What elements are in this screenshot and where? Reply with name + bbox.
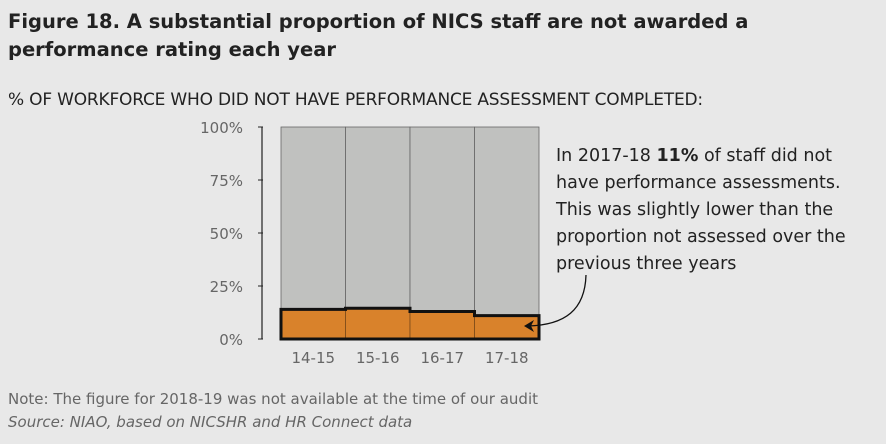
x-tick-label: 14-15	[291, 349, 335, 367]
x-tick-label: 17-18	[485, 349, 529, 367]
bar-remainder	[280, 126, 346, 310]
annotation-post: of staff did not have performance assess…	[556, 146, 846, 274]
y-tick-label: 25%	[210, 278, 243, 296]
x-tick-label: 15-16	[356, 349, 400, 367]
y-tick-label: 0%	[219, 331, 243, 349]
bar-remainder	[345, 126, 411, 309]
x-tick-label: 16-17	[420, 349, 464, 367]
annotation-arrow	[527, 274, 587, 327]
bar-remainder	[409, 126, 475, 312]
chart-subtitle: % OF WORKFORCE WHO DID NOT HAVE PERFORMA…	[8, 90, 703, 110]
y-tick-label: 75%	[210, 172, 243, 190]
value-outline	[279, 306, 541, 341]
bar-15-16	[345, 307, 411, 340]
annotation: In 2017-18 11% of staff did not have per…	[556, 143, 876, 278]
y-tick-label: 50%	[210, 225, 243, 243]
bar-14-15	[280, 308, 346, 340]
bar-remainder	[474, 126, 540, 317]
arrowhead-icon	[524, 320, 534, 332]
y-tick-label: 100%	[200, 119, 243, 137]
annotation-bold: 11%	[656, 146, 699, 166]
annotation-pre: In 2017-18	[556, 146, 657, 166]
note: Note: The figure for 2018-19 was not ava…	[8, 390, 538, 408]
chart-title: Figure 18. A substantial proportion of N…	[8, 10, 749, 61]
bar-16-17	[409, 311, 475, 340]
source: Source: NIAO, based on NICSHR and HR Con…	[8, 413, 413, 431]
